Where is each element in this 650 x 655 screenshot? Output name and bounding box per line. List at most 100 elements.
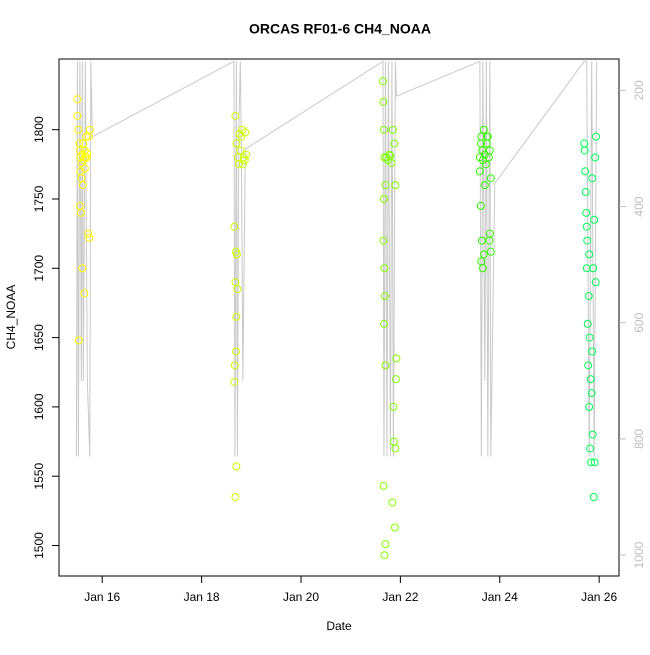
data-point xyxy=(74,125,83,134)
data-point xyxy=(582,222,591,231)
data-point xyxy=(584,292,593,301)
data-point xyxy=(580,146,589,155)
data-point xyxy=(80,289,89,298)
data-point xyxy=(387,158,396,167)
data-point xyxy=(588,430,597,439)
data-point xyxy=(391,375,400,384)
data-point xyxy=(234,160,243,169)
data-point xyxy=(230,377,239,386)
data-point xyxy=(381,361,390,370)
data-point xyxy=(486,174,495,183)
y2-tick-label: 1000 xyxy=(632,541,646,568)
data-point xyxy=(385,150,394,159)
data-point xyxy=(591,153,600,162)
data-point xyxy=(582,264,591,273)
data-point xyxy=(379,319,388,328)
data-point xyxy=(379,481,388,490)
x-tick-label: Jan 24 xyxy=(482,590,518,604)
x-tick-label: Jan 16 xyxy=(84,590,120,604)
data-point xyxy=(77,174,86,183)
data-point xyxy=(381,181,390,190)
data-point xyxy=(591,278,600,287)
data-point xyxy=(582,208,591,217)
data-point xyxy=(476,201,485,210)
data-point xyxy=(381,540,390,549)
data-point xyxy=(380,264,389,273)
y-tick-label: 1500 xyxy=(32,532,46,559)
pressure-line xyxy=(75,60,598,457)
data-point xyxy=(581,167,590,176)
x-tick-label: Jan 18 xyxy=(184,590,220,604)
data-point xyxy=(230,361,239,370)
data-point xyxy=(240,156,249,165)
data-point xyxy=(583,236,592,245)
data-point xyxy=(379,97,388,106)
data-point xyxy=(481,160,490,169)
y2-tick-label: 400 xyxy=(632,196,646,216)
data-point xyxy=(85,233,94,242)
data-point xyxy=(486,247,495,256)
data-point xyxy=(587,389,596,398)
y-tick-label: 1800 xyxy=(32,116,46,143)
data-point xyxy=(238,160,247,169)
data-point xyxy=(479,250,488,259)
y2-tick-label: 200 xyxy=(632,80,646,100)
y2-tick-label: 600 xyxy=(632,312,646,332)
data-point xyxy=(388,125,397,134)
data-point xyxy=(74,336,83,345)
data-point xyxy=(475,167,484,176)
data-point xyxy=(73,111,82,120)
data-point xyxy=(380,292,389,301)
data-point xyxy=(379,194,388,203)
data-point xyxy=(231,492,240,501)
data-point xyxy=(485,236,494,245)
data-point xyxy=(586,444,595,453)
x-axis-label: Date xyxy=(326,619,352,633)
y2-tick-label: 800 xyxy=(632,429,646,449)
plot-frame xyxy=(58,58,620,577)
data-point xyxy=(83,149,92,158)
data-point xyxy=(231,111,240,120)
data-point xyxy=(477,132,486,141)
data-point xyxy=(585,333,594,342)
data-point xyxy=(235,129,244,138)
data-point xyxy=(84,132,93,141)
data-point xyxy=(478,264,487,273)
data-point xyxy=(391,181,400,190)
data-point xyxy=(583,319,592,328)
x-tick-label: Jan 26 xyxy=(581,590,617,604)
y-tick-label: 1650 xyxy=(32,324,46,351)
data-point xyxy=(588,174,597,183)
data-point xyxy=(585,402,594,411)
plot-area xyxy=(73,60,601,560)
data-point xyxy=(581,188,590,197)
data-point xyxy=(80,164,89,173)
x-tick-label: Jan 20 xyxy=(283,590,319,604)
data-point xyxy=(379,125,388,134)
data-point xyxy=(590,215,599,224)
data-point xyxy=(82,153,91,162)
data-point xyxy=(483,132,492,141)
y-tick-label: 1750 xyxy=(32,185,46,212)
data-point xyxy=(480,150,489,159)
data-point xyxy=(232,139,241,148)
y-tick-label: 1700 xyxy=(32,255,46,282)
data-point xyxy=(485,146,494,155)
y-axis-label: CH4_NOAA xyxy=(4,285,18,350)
data-point xyxy=(589,264,598,273)
data-point xyxy=(585,250,594,259)
data-point xyxy=(589,492,598,501)
data-point xyxy=(480,181,489,190)
data-point xyxy=(380,551,389,560)
data-point xyxy=(379,236,388,245)
data-point xyxy=(587,458,596,467)
data-point xyxy=(390,139,399,148)
data-point xyxy=(479,125,488,134)
data-point xyxy=(232,312,241,321)
data-point xyxy=(241,128,250,137)
data-point xyxy=(78,264,87,273)
y-tick-label: 1600 xyxy=(32,393,46,420)
data-point xyxy=(390,523,399,532)
